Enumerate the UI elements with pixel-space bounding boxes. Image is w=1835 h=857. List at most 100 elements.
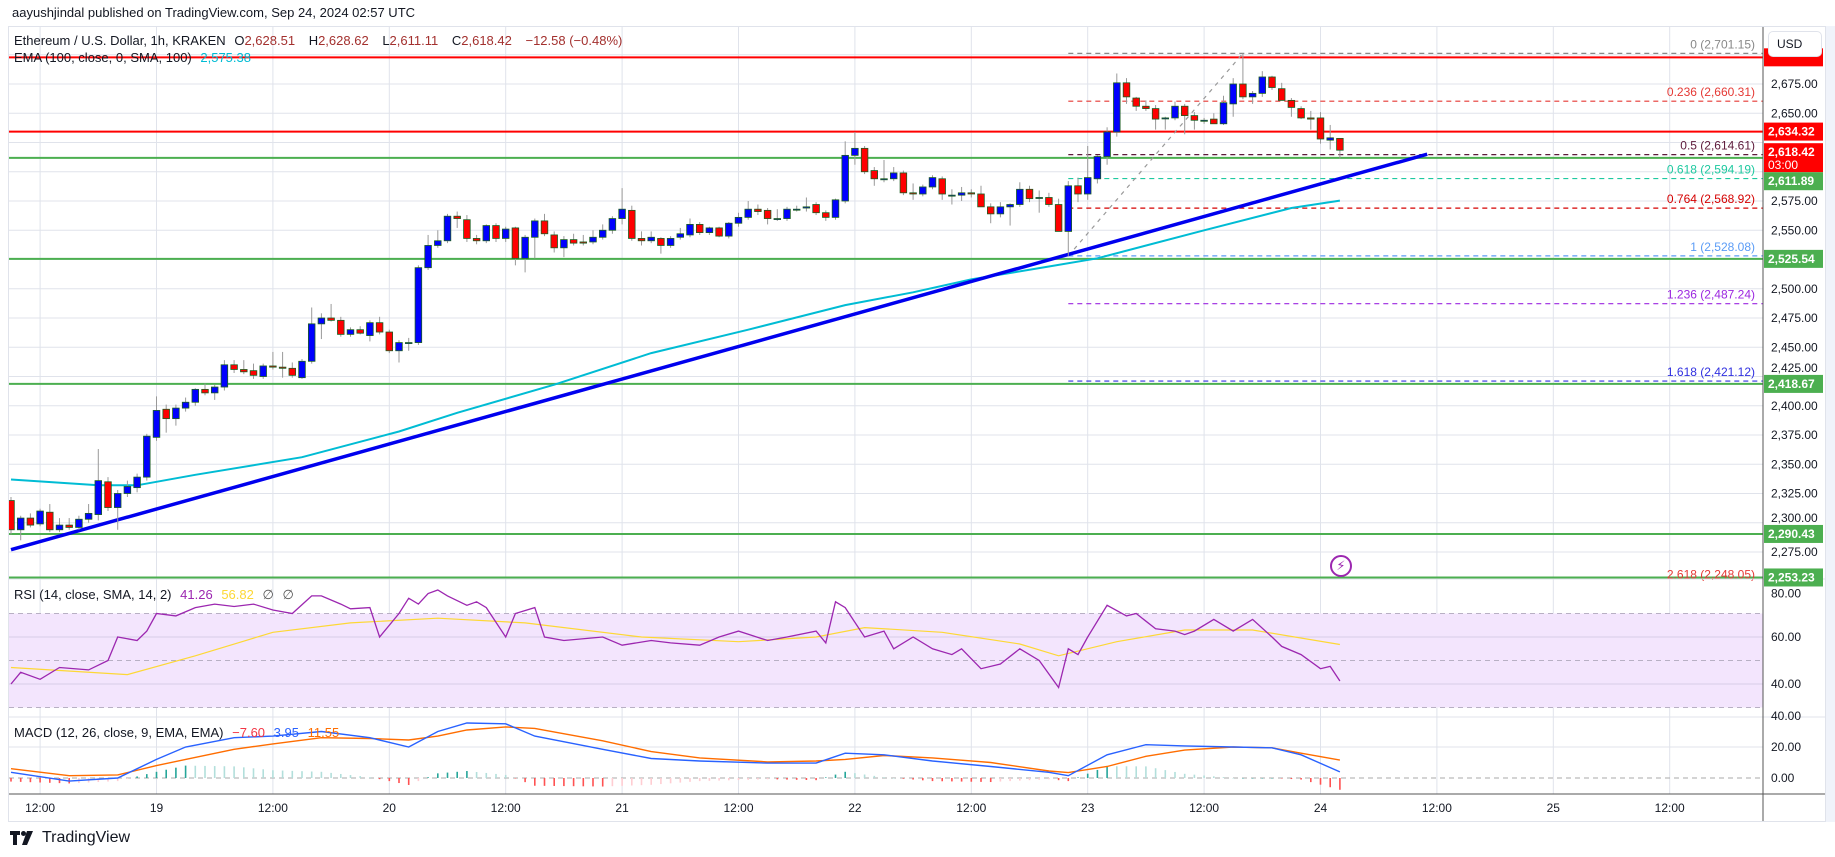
macd-histogram-bar	[951, 778, 953, 782]
fib-level-label: 0.236 (2,660.31)	[1667, 85, 1755, 99]
macd-histogram-bar	[204, 765, 206, 778]
macd-histogram-bar	[582, 778, 585, 787]
ema-100-line	[10, 199, 1341, 487]
macd-histogram-bar	[883, 777, 885, 778]
candle-up	[734, 216, 743, 224]
macd-histogram-bar	[679, 778, 682, 783]
candle-up	[395, 342, 403, 352]
macd-histogram-bar	[931, 778, 934, 782]
macd-histogram-bar	[272, 770, 274, 778]
rsi-extra-1: ∅	[262, 587, 274, 602]
fibonacci-retracement[interactable]	[1067, 52, 1763, 583]
macd-histogram-bar	[960, 778, 963, 782]
macd-histogram-bar	[572, 778, 575, 787]
publish-info: aayushjindal published on TradingView.co…	[12, 5, 416, 20]
rsi-legend[interactable]: RSI (14, close, SMA, 14, 2) 41.26 56.82 …	[14, 587, 299, 603]
candle-up	[1171, 105, 1179, 119]
open-label: O	[234, 33, 245, 48]
rsi-band	[9, 613, 1763, 708]
high-value: 2,628.62	[318, 33, 369, 48]
candle-down	[240, 369, 248, 373]
candle-up	[521, 236, 529, 259]
candle-down	[472, 238, 481, 242]
candle-down	[1181, 105, 1189, 116]
candle-up	[482, 225, 490, 242]
price-axis-label: 2,275.00	[1771, 545, 1818, 559]
macd-histogram-bar	[1261, 778, 1264, 779]
macd-histogram-bar	[301, 771, 303, 778]
price-badge-label: 2,525.54	[1768, 252, 1815, 266]
macd-histogram-bar	[1193, 774, 1196, 778]
candle-down	[1316, 117, 1325, 140]
candle-up	[298, 360, 306, 379]
macd-histogram-bar	[640, 778, 643, 786]
macd-histogram-bar	[776, 778, 779, 780]
macd-legend[interactable]: MACD (12, 26, close, 9, EMA, EMA) −7.60 …	[14, 725, 344, 740]
candle-down	[637, 238, 646, 242]
trendline-group[interactable]	[10, 152, 1428, 552]
candle-up	[1219, 102, 1228, 125]
currency-button[interactable]: USD	[1768, 31, 1822, 57]
candle-down	[1268, 76, 1276, 88]
macd-histogram-bar	[601, 778, 604, 787]
macd-histogram-bar	[854, 773, 856, 778]
macd-histogram-bar	[446, 772, 449, 778]
candle-up	[831, 199, 840, 218]
time-axis-label: 12:00	[25, 801, 55, 815]
candle-down	[104, 481, 112, 508]
ema-legend[interactable]: EMA (100, close, 0, SMA, 100) 2,575.38	[14, 50, 256, 65]
candle-down	[1336, 137, 1344, 151]
tradingview-logo[interactable]: TradingView	[10, 829, 130, 847]
macd-histogram-bar	[495, 773, 497, 778]
macd-histogram-bar	[310, 771, 313, 778]
candle-down	[550, 234, 558, 249]
macd-histogram-bar	[29, 778, 32, 783]
macd-histogram-bar	[398, 778, 400, 784]
candle-down	[453, 215, 461, 219]
time-axis-label: 23	[1081, 801, 1095, 815]
candle-up	[1093, 156, 1102, 180]
candle-down	[822, 212, 830, 218]
macd-histogram-bar	[524, 778, 526, 783]
macd-histogram-bar	[1232, 778, 1234, 779]
candle-down	[278, 366, 287, 369]
candle-up	[443, 215, 452, 242]
macd-histogram-bar	[698, 778, 701, 782]
candle-up	[1006, 204, 1014, 208]
candle-up	[434, 240, 442, 246]
macd-label: MACD (12, 26, close, 9, EMA, EMA)	[14, 725, 224, 740]
macd-hist-value: −7.60	[232, 725, 266, 740]
macd-signal-line	[10, 726, 1341, 777]
trendline[interactable]	[10, 152, 1428, 552]
candle-up	[1248, 92, 1257, 98]
candle-down	[938, 178, 946, 195]
candle-down	[696, 223, 704, 233]
symbol-legend[interactable]: Ethereum / U.S. Dollar, 1h, KRAKEN O2,62…	[14, 33, 627, 48]
candle-up	[618, 208, 626, 219]
candle-up	[123, 486, 132, 494]
price-axis-label: 2,325.00	[1771, 487, 1818, 501]
candle-down	[385, 331, 393, 352]
macd-histogram-bar	[107, 778, 109, 782]
candle-up	[1064, 185, 1072, 232]
candles	[9, 53, 1344, 541]
candle-up	[259, 365, 267, 377]
macd-histogram-bar	[417, 778, 420, 782]
macd-histogram-bar	[116, 778, 119, 782]
lightning-icon[interactable]: ⚡︎	[1330, 555, 1352, 577]
time-axis-label: 22	[848, 801, 862, 815]
candle-up	[1016, 188, 1024, 205]
fib-level-label: 1.618 (2,421.12)	[1667, 365, 1755, 379]
candle-up	[957, 192, 966, 196]
candle-up	[919, 186, 927, 195]
macd-histogram-bar	[1028, 778, 1031, 781]
time-axis-label: 19	[150, 801, 164, 815]
price-axis-label: 2,400.00	[1771, 399, 1818, 413]
candle-down	[967, 192, 975, 195]
macd-histogram-bar	[1077, 777, 1079, 778]
high-label: H	[308, 33, 319, 48]
candle-up	[1200, 119, 1208, 122]
time-axis-label: 12:00	[723, 801, 753, 815]
macd-histogram-bar	[912, 778, 914, 780]
